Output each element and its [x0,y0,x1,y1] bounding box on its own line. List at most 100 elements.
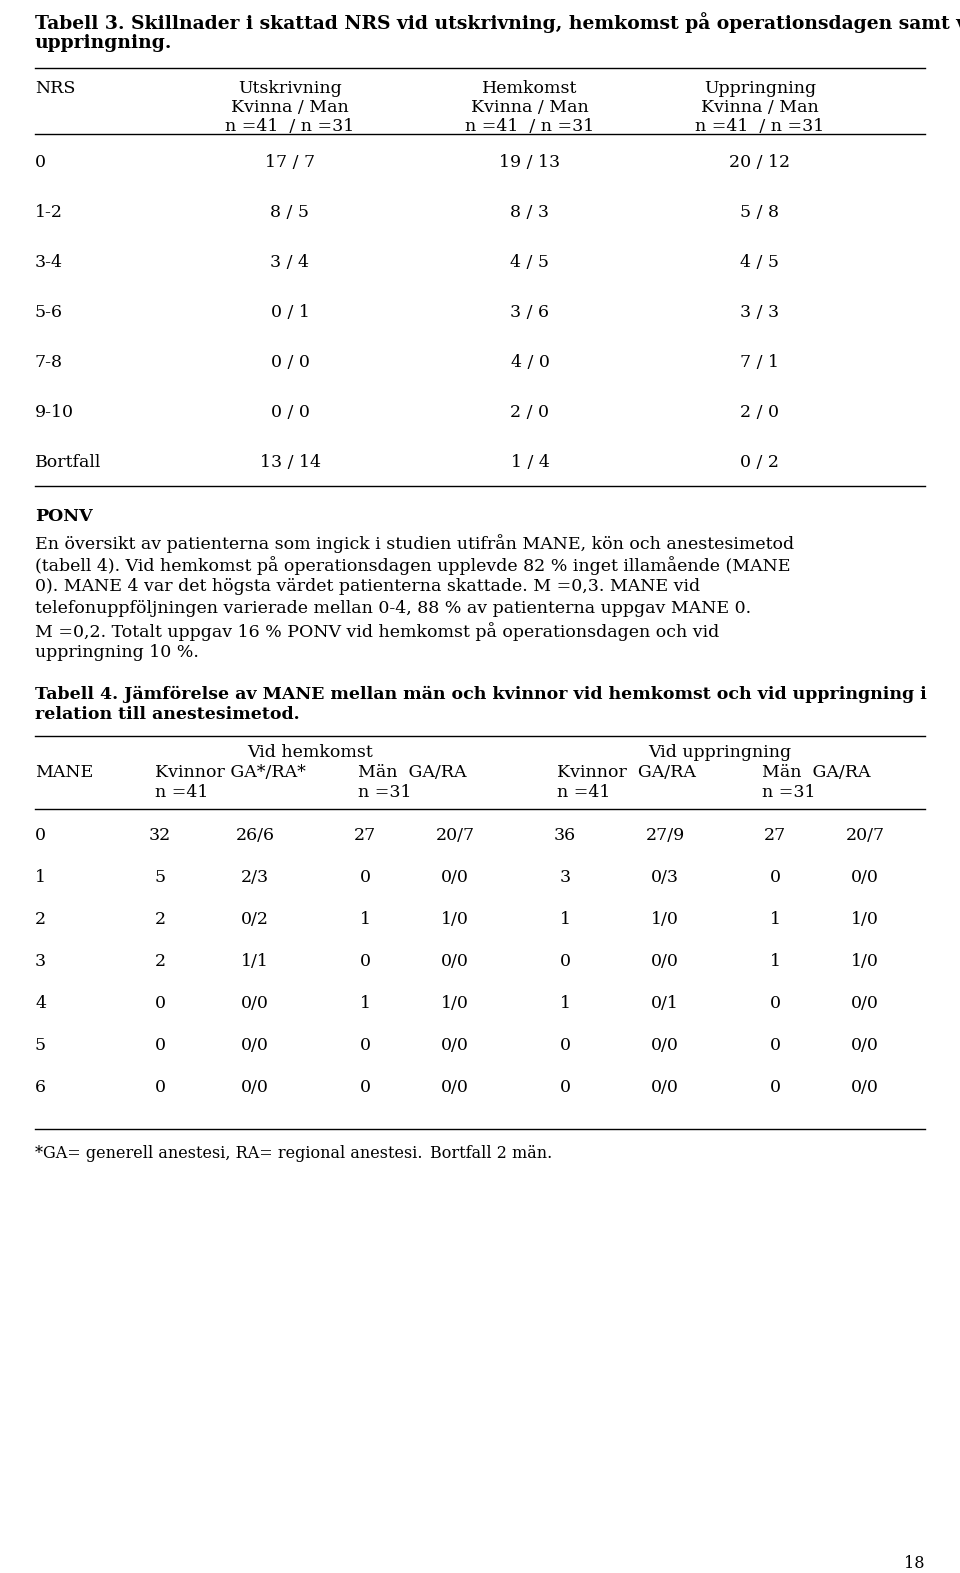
Text: 0/0: 0/0 [852,996,879,1011]
Text: 27: 27 [354,827,376,845]
Text: 0/0: 0/0 [241,1037,269,1054]
Text: 20/7: 20/7 [846,827,884,845]
Text: n =41: n =41 [155,783,208,801]
Text: 27/9: 27/9 [645,827,684,845]
Text: 5: 5 [155,868,165,886]
Text: Tabell 4. Jämförelse av MANE mellan män och kvinnor vid hemkomst och vid uppring: Tabell 4. Jämförelse av MANE mellan män … [35,686,926,703]
Text: 1/0: 1/0 [441,996,468,1011]
Text: 0: 0 [359,953,371,971]
Text: Män  GA/RA: Män GA/RA [358,764,467,782]
Text: 3: 3 [560,868,570,886]
Text: 1: 1 [560,996,570,1011]
Text: 27: 27 [764,827,786,845]
Text: 0: 0 [560,953,570,971]
Text: 0/3: 0/3 [651,868,679,886]
Text: relation till anestesimetod.: relation till anestesimetod. [35,706,300,724]
Text: n =41  / n =31: n =41 / n =31 [466,118,594,135]
Text: En översikt av patienterna som ingick i studien utifrån MANE, kön och anestesime: En översikt av patienterna som ingick i … [35,533,794,552]
Text: 7 / 1: 7 / 1 [740,354,780,371]
Text: 36: 36 [554,827,576,845]
Text: 0/0: 0/0 [441,953,468,971]
Text: 3 / 6: 3 / 6 [511,304,549,321]
Text: 0/2: 0/2 [241,911,269,928]
Text: 0/1: 0/1 [651,996,679,1011]
Text: 7-8: 7-8 [35,354,63,371]
Text: 2/3: 2/3 [241,868,269,886]
Text: PONV: PONV [35,508,92,525]
Text: 2: 2 [35,911,46,928]
Text: uppringning.: uppringning. [35,35,173,52]
Text: 1: 1 [359,996,371,1011]
Text: Bortfall: Bortfall [35,455,102,470]
Text: MANE: MANE [35,764,93,782]
Text: n =31: n =31 [358,783,412,801]
Text: Bortfall 2 män.: Bortfall 2 män. [430,1145,552,1162]
Text: 13 / 14: 13 / 14 [259,455,321,470]
Text: 0 / 1: 0 / 1 [271,304,309,321]
Text: 0: 0 [560,1037,570,1054]
Text: n =41: n =41 [557,783,611,801]
Text: Utskrivning: Utskrivning [238,80,342,98]
Text: Kvinnor  GA/RA: Kvinnor GA/RA [557,764,696,782]
Text: 0/0: 0/0 [852,1037,879,1054]
Text: 4: 4 [35,996,46,1011]
Text: 0: 0 [770,1037,780,1054]
Text: Vid hemkomst: Vid hemkomst [247,744,372,761]
Text: Kvinna / Man: Kvinna / Man [701,99,819,116]
Text: 0/0: 0/0 [651,953,679,971]
Text: 1 / 4: 1 / 4 [511,455,549,470]
Text: 2: 2 [155,911,165,928]
Text: uppringning 10 %.: uppringning 10 %. [35,643,199,661]
Text: n =31: n =31 [762,783,815,801]
Text: 0/0: 0/0 [651,1079,679,1096]
Text: 3 / 3: 3 / 3 [740,304,780,321]
Text: 1: 1 [770,911,780,928]
Text: 18: 18 [904,1556,925,1571]
Text: 6: 6 [35,1079,46,1096]
Text: 0/0: 0/0 [852,1079,879,1096]
Text: 0: 0 [359,1037,371,1054]
Text: 3: 3 [35,953,46,971]
Text: Män  GA/RA: Män GA/RA [762,764,871,782]
Text: 32: 32 [149,827,171,845]
Text: 2 / 0: 2 / 0 [740,404,780,422]
Text: n =41  / n =31: n =41 / n =31 [695,118,825,135]
Text: 1/0: 1/0 [852,953,879,971]
Text: 1/1: 1/1 [241,953,269,971]
Text: 0: 0 [155,1079,165,1096]
Text: 0/0: 0/0 [441,1079,468,1096]
Text: 8 / 3: 8 / 3 [511,204,549,220]
Text: 2 / 0: 2 / 0 [511,404,549,422]
Text: 5 / 8: 5 / 8 [740,204,780,220]
Text: 0 / 0: 0 / 0 [271,354,309,371]
Text: 0: 0 [770,996,780,1011]
Text: Hemkomst: Hemkomst [482,80,578,98]
Text: 17 / 7: 17 / 7 [265,154,315,171]
Text: 19 / 13: 19 / 13 [499,154,561,171]
Text: 0: 0 [770,868,780,886]
Text: 9-10: 9-10 [35,404,74,422]
Text: 0: 0 [359,1079,371,1096]
Text: 0: 0 [155,996,165,1011]
Text: 2: 2 [155,953,165,971]
Text: 4 / 0: 4 / 0 [511,354,549,371]
Text: 20/7: 20/7 [436,827,474,845]
Text: 0/0: 0/0 [651,1037,679,1054]
Text: 1: 1 [770,953,780,971]
Text: 0 / 2: 0 / 2 [740,455,780,470]
Text: 1-2: 1-2 [35,204,63,220]
Text: telefonuppföljningen varierade mellan 0-4, 88 % av patienterna uppgav MANE 0.: telefonuppföljningen varierade mellan 0-… [35,599,751,617]
Text: 0: 0 [35,154,46,171]
Text: 3-4: 3-4 [35,253,63,271]
Text: 1: 1 [359,911,371,928]
Text: (tabell 4). Vid hemkomst på operationsdagen upplevde 82 % inget illamående (MANE: (tabell 4). Vid hemkomst på operationsda… [35,555,790,574]
Text: 0/0: 0/0 [441,1037,468,1054]
Text: NRS: NRS [35,80,76,98]
Text: Uppringning: Uppringning [704,80,816,98]
Text: 1/0: 1/0 [852,911,879,928]
Text: *GA= generell anestesi, RA= regional anestesi.: *GA= generell anestesi, RA= regional ane… [35,1145,422,1162]
Text: 3 / 4: 3 / 4 [271,253,309,271]
Text: 26/6: 26/6 [235,827,275,845]
Text: 1: 1 [560,911,570,928]
Text: Kvinna / Man: Kvinna / Man [231,99,348,116]
